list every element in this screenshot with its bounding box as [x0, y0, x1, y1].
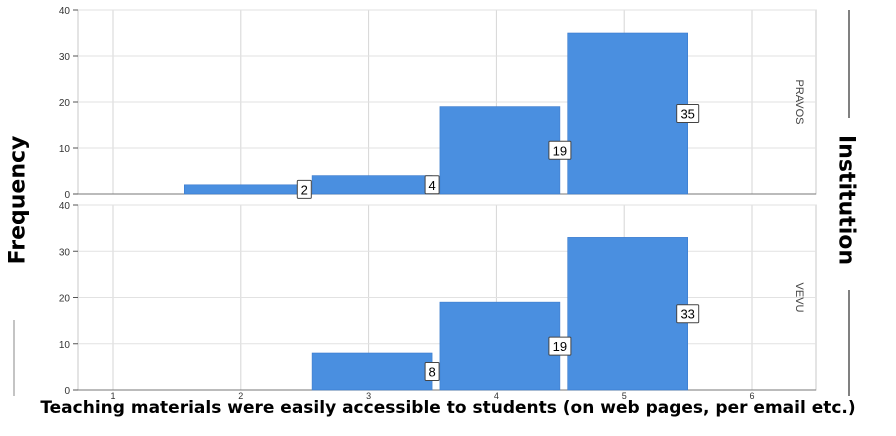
y-axis-label: Frequency [5, 135, 31, 265]
data-label-box [676, 304, 700, 324]
bar [184, 184, 305, 195]
y-tick-label: 0 [64, 386, 70, 397]
y-tick-label: 30 [59, 52, 71, 63]
bar [567, 237, 689, 391]
x-tick-label: 5 [622, 391, 627, 401]
bar [311, 175, 433, 195]
x-tick-label: 3 [366, 391, 371, 401]
x-tick-label: 1 [110, 391, 115, 401]
x-tick-label: 6 [749, 391, 754, 401]
data-label-box [548, 140, 572, 160]
data-label: 19 [553, 143, 567, 158]
x-tick-label: 4 [494, 391, 499, 401]
data-label: 19 [553, 339, 567, 354]
facet-strip-label: PRAVOS [793, 79, 805, 124]
data-label-box [424, 175, 440, 195]
data-label-box [548, 336, 572, 356]
data-label-box [296, 179, 312, 199]
y-tick-label: 0 [64, 190, 70, 201]
bar [567, 32, 689, 195]
data-label-box [676, 104, 700, 123]
y-tick-label: 20 [59, 294, 71, 305]
x-tick-label: 2 [238, 391, 243, 401]
facet-label: Institution [833, 134, 859, 266]
x-axis-label: Teaching materials were easily accessibl… [40, 398, 856, 418]
y-tick-label: 10 [59, 144, 71, 155]
data-label: 4 [428, 178, 435, 193]
y-tick-label: 30 [59, 247, 71, 258]
y-tick-label: 40 [59, 201, 71, 212]
y-tick-label: 40 [59, 6, 71, 17]
y-tick-label: 10 [59, 340, 71, 351]
data-label: 35 [680, 107, 694, 122]
data-label: 8 [428, 365, 435, 380]
bar [439, 106, 561, 195]
y-tick-label: 20 [59, 98, 71, 109]
data-label: 33 [680, 307, 694, 322]
data-label: 2 [301, 182, 308, 197]
facet-strip-label: VEVU [793, 283, 805, 313]
bar [311, 352, 433, 391]
data-label-box [424, 362, 440, 381]
bar [439, 301, 561, 391]
